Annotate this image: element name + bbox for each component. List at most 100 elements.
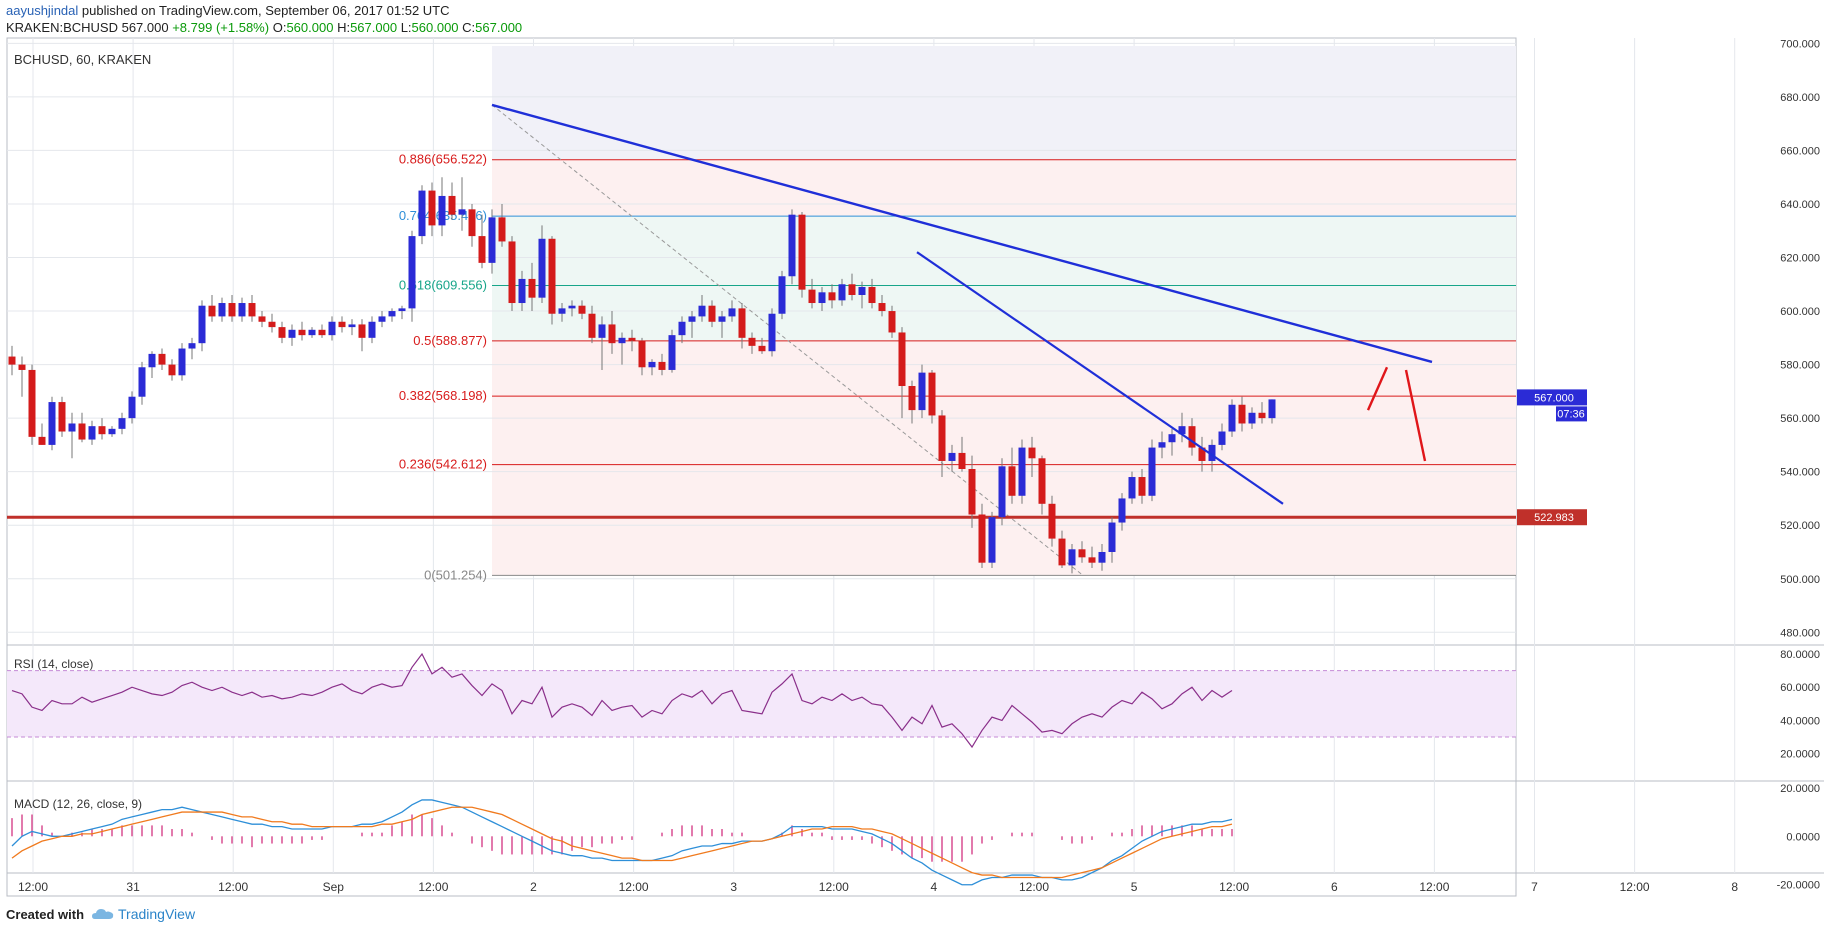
candle-body: [578, 305, 586, 314]
candle-body: [518, 278, 526, 304]
author-link[interactable]: aayushjindal: [6, 3, 79, 18]
candle-body: [398, 308, 406, 312]
y-tick-label: 500.000: [1780, 574, 1820, 586]
candle: [828, 284, 836, 309]
candle: [548, 236, 556, 325]
candle-body: [1198, 447, 1206, 461]
candle-body: [338, 321, 346, 328]
candle-body: [658, 361, 666, 370]
projection-down-stroke: [1404, 369, 1427, 462]
candle: [278, 321, 286, 344]
candle: [238, 297, 246, 322]
rsi-y-tick: 40.0000: [1780, 715, 1820, 727]
candle-body: [428, 190, 436, 226]
candle-body: [648, 361, 656, 368]
candle-body: [328, 321, 336, 336]
candle: [38, 423, 46, 445]
candle: [1218, 423, 1226, 451]
x-tick-label: 7: [1531, 880, 1538, 894]
candle: [758, 337, 766, 354]
candle-body: [268, 321, 276, 328]
candle-body: [618, 337, 626, 344]
candle: [138, 361, 146, 405]
candle-body: [248, 303, 256, 317]
candle: [388, 308, 396, 322]
candle-body: [1078, 549, 1086, 558]
support-price-label: 522.983: [1534, 512, 1574, 524]
candle: [798, 212, 806, 298]
created-with-text: Created with: [6, 906, 85, 922]
candle: [568, 300, 576, 317]
candle: [848, 273, 856, 301]
candle-body: [148, 353, 156, 368]
candle-body: [1158, 442, 1166, 448]
candle-body: [938, 415, 946, 461]
candle-body: [158, 353, 166, 365]
candle-body: [598, 324, 606, 338]
candle: [348, 319, 356, 336]
candle: [108, 426, 116, 437]
candle: [778, 270, 786, 320]
candle: [918, 364, 926, 419]
candle-body: [138, 367, 146, 397]
price-change: +8.799 (+1.58%): [172, 20, 270, 35]
candle-body: [538, 238, 546, 298]
candle: [248, 294, 256, 322]
projection-up-stroke: [1366, 366, 1389, 411]
x-tick-label: 4: [931, 880, 938, 894]
candle: [1118, 493, 1126, 531]
candle-body: [768, 313, 776, 352]
symbol-info: KRAKEN:BCHUSD 567.000 +8.799 (+1.58%) O:…: [6, 20, 522, 36]
candle: [1038, 455, 1046, 515]
candle-body: [968, 468, 976, 515]
candle: [868, 278, 876, 309]
candle-body: [718, 316, 726, 322]
symbol-name: KRAKEN:BCHUSD: [6, 20, 118, 35]
open-label: O:: [272, 20, 287, 35]
candle-body: [998, 466, 1006, 518]
candle-body: [868, 286, 876, 304]
x-tick-label: 3: [730, 880, 737, 894]
tradingview-brand[interactable]: TradingView: [92, 906, 195, 922]
rsi-line: [11, 652, 1233, 749]
candle: [58, 396, 66, 437]
candle-body: [838, 284, 846, 301]
candle-body: [1068, 549, 1076, 566]
close-label: C:: [462, 20, 476, 35]
candle: [618, 332, 626, 365]
x-tick-label: 12:00: [619, 880, 649, 894]
macd-y-tick: 0.0000: [1786, 831, 1820, 843]
candle: [508, 236, 516, 312]
candle-body: [958, 452, 966, 469]
candle: [198, 300, 206, 352]
candle: [1268, 399, 1276, 424]
resistance-trendline: [491, 103, 1433, 364]
fib-level-label: 0.5(588.877): [413, 333, 487, 348]
candle-body: [858, 286, 866, 295]
low-label: L:: [400, 20, 412, 35]
candle: [748, 332, 756, 354]
candle-body: [108, 428, 116, 435]
open-value: 560.000: [286, 20, 334, 35]
candle: [1128, 471, 1136, 504]
candle-body: [1258, 412, 1266, 419]
candle: [328, 316, 336, 341]
candle-body: [88, 426, 96, 440]
candle-body: [1238, 404, 1246, 424]
x-tick-label: 6: [1331, 880, 1338, 894]
candle-body: [708, 305, 716, 322]
x-tick-label: 12:00: [1419, 880, 1449, 894]
candle-body: [1118, 498, 1126, 523]
candle: [488, 209, 496, 274]
candle-body: [118, 418, 126, 429]
candle-body: [418, 190, 426, 237]
candle: [928, 369, 936, 424]
candle-body: [928, 372, 936, 416]
candle: [878, 294, 886, 317]
candle: [708, 300, 716, 328]
candle-body: [378, 316, 386, 322]
candle: [948, 444, 956, 472]
candle-body: [818, 292, 826, 304]
y-tick-label: 620.000: [1780, 253, 1820, 265]
